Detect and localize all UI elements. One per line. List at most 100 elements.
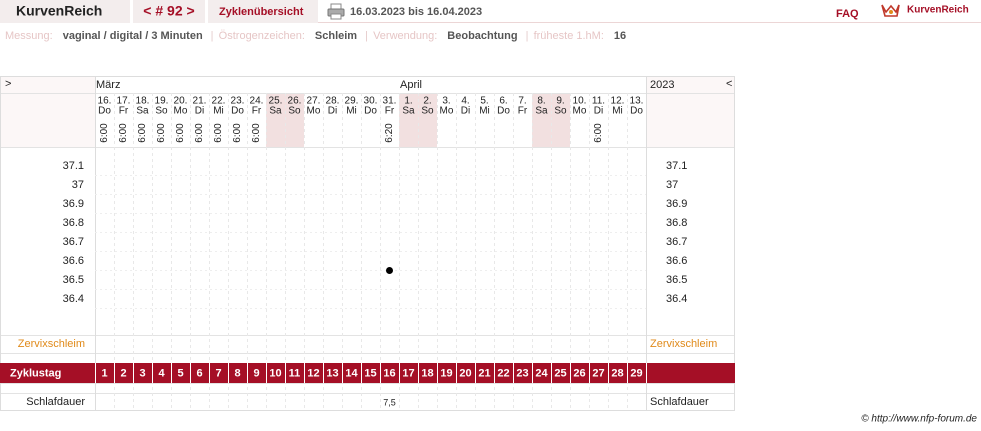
temp-label-left: 36.5 <box>63 274 84 286</box>
separator: | <box>365 30 368 42</box>
measure-time: 6:00 <box>99 123 110 143</box>
day-date: 6. <box>499 96 507 107</box>
day-date: 25. <box>269 96 283 107</box>
day-date: 10. <box>573 96 587 107</box>
day-date: 4. <box>461 96 469 107</box>
cycle-day: 1 <box>101 367 107 379</box>
day-weekday: Do <box>497 106 510 117</box>
temp-label-right: 37.1 <box>666 160 687 172</box>
brand: KurvenReich <box>16 3 102 19</box>
day-weekday: So <box>421 106 434 117</box>
period: 16.03.2023 bis 16.04.2023 <box>350 6 482 18</box>
logo-text[interactable]: KurvenReich <box>907 5 969 16</box>
cycle-nav[interactable]: < # 92 > <box>143 3 194 19</box>
day-weekday: Sa <box>136 106 149 117</box>
measure-time: 6:00 <box>232 123 243 143</box>
weekend-shade <box>285 93 304 147</box>
day-weekday: Di <box>195 106 204 117</box>
day-date: 30. <box>364 96 378 107</box>
cycle-day: 7 <box>215 367 221 379</box>
day-date: 21. <box>193 96 207 107</box>
month-label: März <box>96 79 120 91</box>
measure-time: 6:00 <box>118 123 129 143</box>
day-weekday: Mo <box>573 106 587 117</box>
day-weekday: Fr <box>518 106 528 117</box>
info-label: Verwendung: <box>373 30 437 42</box>
nav-left[interactable]: > <box>5 78 11 90</box>
nav-box[interactable] <box>133 0 205 23</box>
measure-time: 6:00 <box>251 123 262 143</box>
cycle-day: 19 <box>440 367 452 379</box>
day-weekday: Mi <box>346 106 357 117</box>
chart-frame <box>0 76 735 411</box>
day-weekday: Do <box>98 106 111 117</box>
day-date: 20. <box>174 96 188 107</box>
day-date: 13. <box>630 96 644 107</box>
overview-box[interactable] <box>208 0 318 23</box>
cycle-day: 27 <box>592 367 604 379</box>
day-date: 1. <box>404 96 412 107</box>
cycle-day: 13 <box>326 367 338 379</box>
cycle-day: 26 <box>573 367 585 379</box>
day-date: 28. <box>326 96 340 107</box>
cycle-day: 3 <box>139 367 145 379</box>
day-date: 26. <box>288 96 302 107</box>
print-icon[interactable] <box>327 3 345 20</box>
footer: © http://www.nfp-forum.de <box>861 414 977 425</box>
temp-label-left: 36.6 <box>63 255 84 267</box>
day-date: 22. <box>212 96 226 107</box>
temp-label-left: 36.9 <box>63 198 84 210</box>
day-weekday: Di <box>461 106 470 117</box>
cycle-day: 22 <box>497 367 509 379</box>
measure-time: 6:00 <box>175 123 186 143</box>
overview-link[interactable]: Zyklenübersicht <box>219 6 304 18</box>
temp-label-left: 37.1 <box>63 160 84 172</box>
cycle-day: 25 <box>554 367 566 379</box>
info-value: vaginal / digital / 3 Minuten <box>63 30 203 42</box>
temperature-point <box>386 267 393 274</box>
cycle-day: 8 <box>234 367 240 379</box>
day-weekday: Mo <box>440 106 454 117</box>
logo-icon <box>881 4 900 17</box>
cycle-day: 16 <box>383 367 395 379</box>
info-value: 16 <box>614 30 626 42</box>
cycle-day: 14 <box>345 367 358 379</box>
cycle-day: 12 <box>307 367 319 379</box>
day-date: 18. <box>136 96 150 107</box>
day-weekday: Do <box>364 106 377 117</box>
cycle-day: 6 <box>196 367 202 379</box>
cycle-day: 9 <box>253 367 259 379</box>
cycle-day: 4 <box>158 367 165 379</box>
day-date: 27. <box>307 96 321 107</box>
grid: > <2023März16.Do6:0017.Fr6:0018.Sa6:0019.… <box>0 77 735 411</box>
info-label: früheste 1.hM: <box>534 30 604 42</box>
day-weekday: Di <box>328 106 337 117</box>
info-value: Beobachtung <box>447 30 517 42</box>
temp-label-right: 37 <box>666 179 678 191</box>
cycle-day: 20 <box>459 367 471 379</box>
cycle-day: 11 <box>289 367 301 379</box>
day-weekday: Di <box>594 106 603 117</box>
cycle-day: 17 <box>402 367 414 379</box>
cycle-day: 21 <box>478 367 490 379</box>
day-date: 29. <box>345 96 359 107</box>
day-weekday: Fr <box>119 106 129 117</box>
weekend-shade <box>551 93 570 147</box>
day-weekday: Sa <box>402 106 415 117</box>
day-weekday: Do <box>630 106 643 117</box>
day-weekday: Do <box>231 106 244 117</box>
cycle-day: 5 <box>177 367 183 379</box>
cycle-day: 18 <box>421 367 433 379</box>
day-weekday: Sa <box>269 106 282 117</box>
day-date: 9. <box>556 96 564 107</box>
day-weekday: So <box>554 106 567 117</box>
cycle-day: 15 <box>364 367 376 379</box>
info-value: Schleim <box>315 30 357 42</box>
measure-time: 6:00 <box>137 123 148 143</box>
faq-link[interactable]: FAQ <box>836 8 859 20</box>
cycle-day: 10 <box>269 367 281 379</box>
nav-right[interactable]: < <box>726 78 732 90</box>
measure-time: 6:20 <box>384 123 395 143</box>
